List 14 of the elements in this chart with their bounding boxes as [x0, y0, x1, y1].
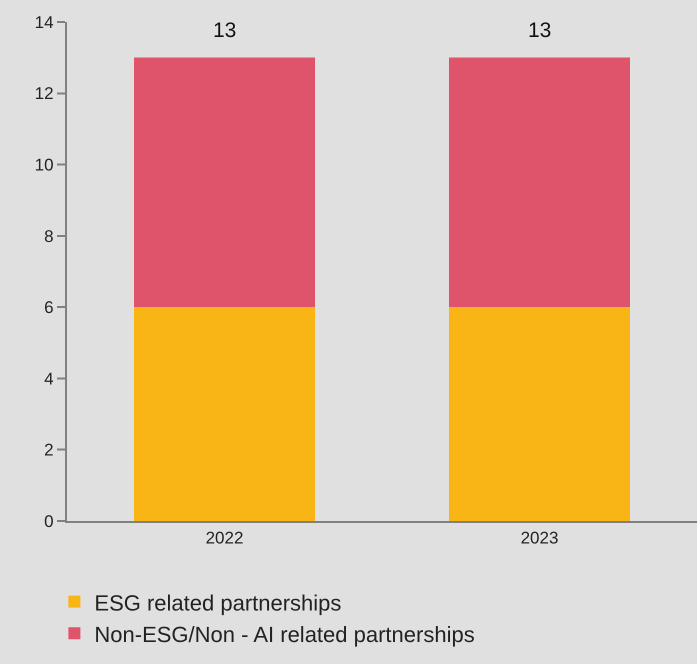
y-tick-label: 10 — [34, 156, 54, 175]
total-label: 13 — [213, 19, 236, 42]
y-tick-label: 6 — [44, 298, 54, 318]
y-tick-label: 0 — [44, 512, 54, 531]
y-tick-label: 14 — [34, 12, 54, 32]
legend-label: Non-ESG/Non - AI related partnerships — [94, 622, 475, 647]
x-tick-label: 2023 — [520, 528, 558, 548]
total-label: 13 — [528, 19, 552, 42]
y-tick-label: 12 — [34, 84, 54, 104]
y-tick-label: 2 — [44, 440, 54, 460]
y-tick-label: 4 — [44, 369, 54, 388]
x-tick-label: 2022 — [206, 528, 244, 548]
y-tick-label: 8 — [44, 226, 54, 246]
legend-label: ESG related partnerships — [94, 590, 342, 616]
